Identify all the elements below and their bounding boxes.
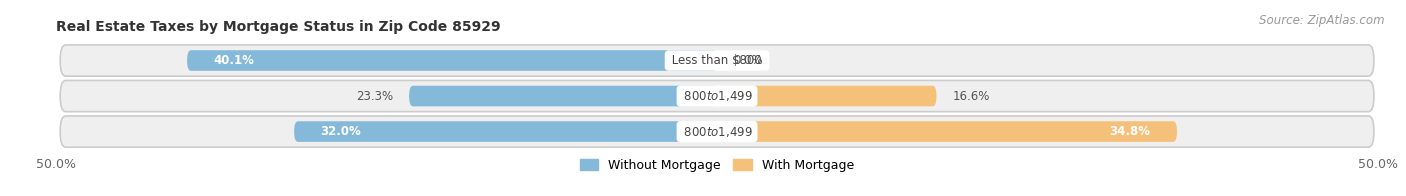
Text: 40.1%: 40.1%	[214, 54, 254, 67]
FancyBboxPatch shape	[60, 45, 1374, 76]
FancyBboxPatch shape	[60, 80, 1374, 112]
Text: 16.6%: 16.6%	[952, 90, 990, 103]
Text: $800 to $1,499: $800 to $1,499	[681, 125, 754, 139]
Text: $800 to $1,499: $800 to $1,499	[681, 89, 754, 103]
FancyBboxPatch shape	[717, 121, 1177, 142]
Text: 23.3%: 23.3%	[356, 90, 394, 103]
Text: 34.8%: 34.8%	[1109, 125, 1150, 138]
Text: Source: ZipAtlas.com: Source: ZipAtlas.com	[1260, 14, 1385, 27]
Text: 32.0%: 32.0%	[321, 125, 361, 138]
Text: 0.0%: 0.0%	[733, 54, 762, 67]
FancyBboxPatch shape	[409, 86, 717, 106]
FancyBboxPatch shape	[294, 121, 717, 142]
FancyBboxPatch shape	[717, 86, 936, 106]
Text: Real Estate Taxes by Mortgage Status in Zip Code 85929: Real Estate Taxes by Mortgage Status in …	[56, 20, 501, 34]
Text: Less than $800: Less than $800	[668, 54, 766, 67]
Legend: Without Mortgage, With Mortgage: Without Mortgage, With Mortgage	[579, 159, 855, 172]
FancyBboxPatch shape	[187, 50, 717, 71]
FancyBboxPatch shape	[60, 116, 1374, 147]
